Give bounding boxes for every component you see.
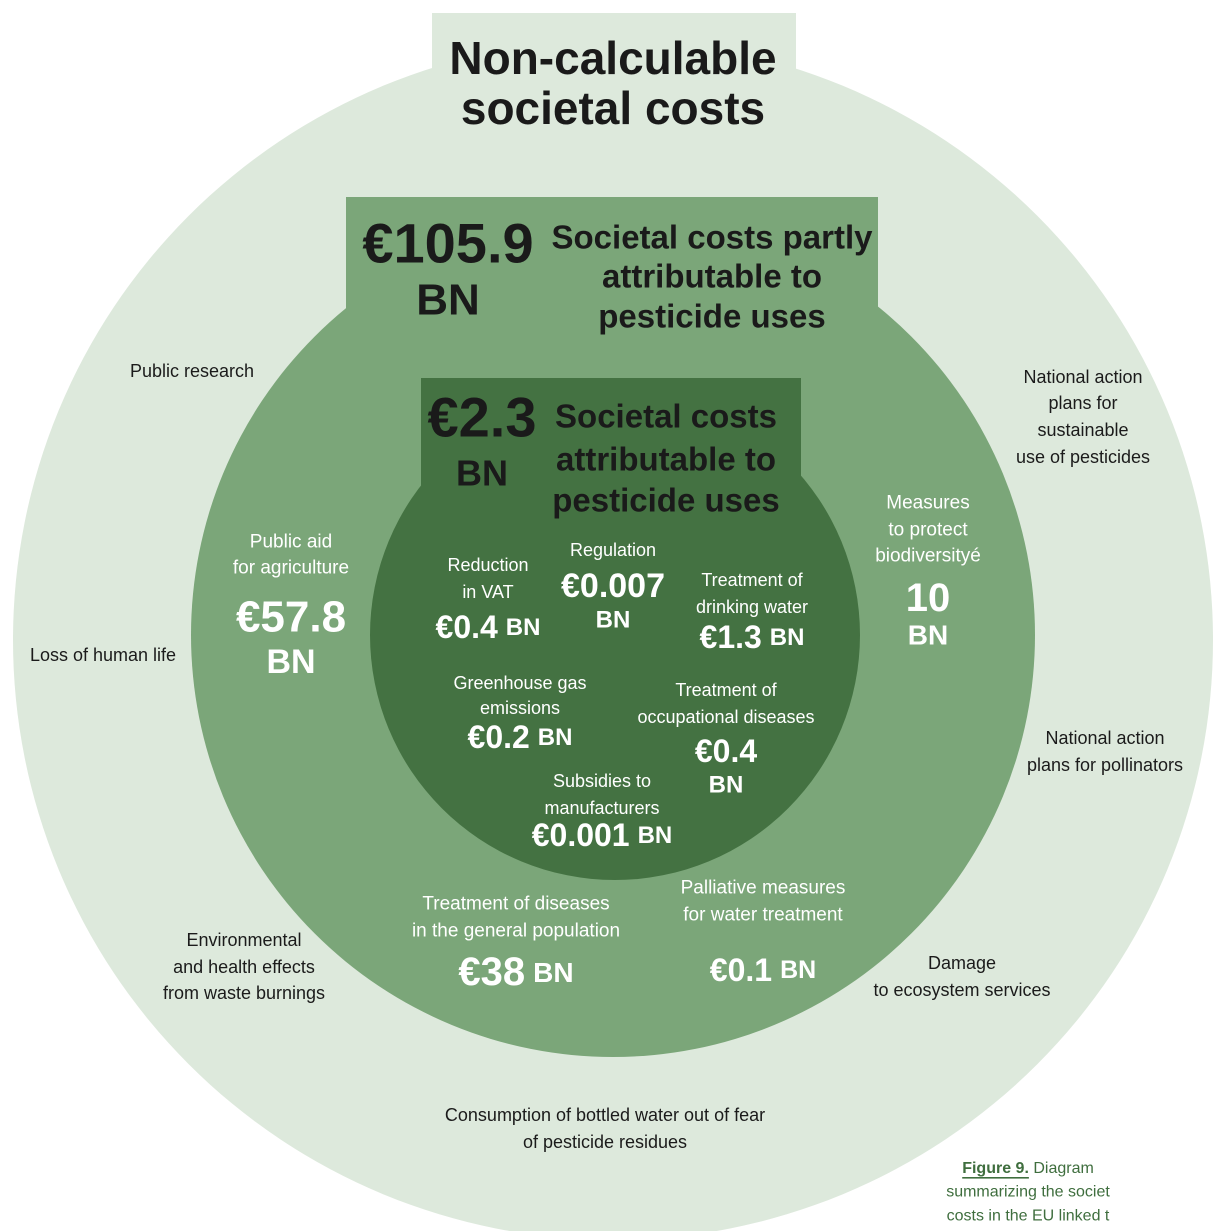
item-label: drinking water	[696, 597, 808, 617]
amount: €2.3	[428, 386, 537, 449]
item-label: and health effects	[173, 957, 315, 977]
item-label: occupational diseases	[637, 707, 814, 727]
amount: €1.3	[700, 619, 762, 655]
item-label: Consumption of bottled water out of fear	[445, 1105, 765, 1125]
title-tab	[432, 13, 796, 153]
item-label: Measures	[886, 493, 969, 514]
middle-tab	[346, 197, 878, 317]
item-label: plans for pollinators	[1027, 755, 1183, 775]
header-label: Societal costs partly	[552, 219, 874, 256]
unit: BN	[266, 643, 315, 681]
unit: BN	[538, 724, 573, 751]
item-label: for agriculture	[233, 558, 349, 579]
value: €0.1 BN	[710, 952, 816, 988]
amount: 10	[906, 576, 951, 620]
amount: €38	[458, 950, 525, 994]
item-label: plans for	[1048, 393, 1117, 413]
header-label: attributable to	[602, 258, 822, 295]
amount: €0.2	[468, 719, 530, 755]
item-label: Public aid	[250, 532, 332, 553]
unit: BN	[456, 453, 508, 494]
header-label: Societal costs	[555, 398, 777, 435]
unit: BN	[709, 772, 744, 799]
header-label: pesticide uses	[598, 298, 825, 335]
unit: BN	[780, 956, 816, 984]
caption: Figure 9. Diagram	[962, 1160, 1094, 1177]
unit: BN	[770, 624, 805, 651]
item-label: Subsidies to	[553, 771, 651, 791]
title: societal costs	[461, 82, 765, 134]
amount: €0.001	[532, 817, 630, 853]
item-label: Palliative measures	[681, 878, 846, 899]
item-label: Loss of human life	[30, 645, 176, 665]
item-label: Environmental	[186, 930, 301, 950]
value: €0.001 BN	[532, 817, 673, 853]
item-label: from waste burnings	[163, 983, 325, 1003]
item-label: Damage	[928, 953, 996, 973]
item-label: Treatment of	[675, 680, 777, 700]
item-label: to protect	[888, 520, 968, 541]
amount: €0.4	[695, 733, 757, 769]
item-label: in the general population	[412, 921, 620, 942]
unit: BN	[416, 276, 480, 325]
item-label: biodiversityé	[875, 546, 981, 567]
item-label: of pesticide residues	[523, 1132, 687, 1152]
unit: BN	[596, 607, 631, 634]
amount: €57.8	[236, 593, 346, 642]
inner-tab	[421, 378, 801, 518]
unit: BN	[533, 957, 573, 988]
item-label: Regulation	[570, 540, 656, 560]
item-label: for water treatment	[683, 905, 843, 926]
value: €38 BN	[458, 950, 573, 994]
item-label: Treatment of	[701, 570, 803, 590]
value: €0.4 BN	[436, 609, 541, 645]
item-label: National action	[1023, 367, 1142, 387]
unit: BN	[638, 822, 673, 849]
amount: €0.1	[710, 952, 772, 988]
item-label: to ecosystem services	[873, 980, 1050, 1000]
header-label: attributable to	[556, 441, 776, 478]
item-label: Public research	[130, 361, 254, 381]
title: Non-calculable	[449, 32, 776, 84]
item-label: Treatment of diseases	[422, 894, 609, 915]
item-label: Greenhouse gas	[453, 673, 586, 693]
item-label: Reduction	[447, 555, 528, 575]
caption-line: Diagram	[1029, 1160, 1094, 1177]
unit: BN	[908, 620, 948, 651]
amount: €0.4	[436, 609, 498, 645]
caption: costs in the EU linked t	[947, 1208, 1110, 1225]
value: €0.2 BN	[468, 719, 573, 755]
item-label: manufacturers	[544, 798, 659, 818]
item-label: sustainable	[1037, 420, 1128, 440]
unit: BN	[506, 614, 541, 641]
amount: €0.007	[561, 567, 665, 605]
item-label: National action	[1045, 728, 1164, 748]
item-label: emissions	[480, 698, 560, 718]
figure-number: Figure 9.	[962, 1160, 1029, 1177]
value: €1.3 BN	[700, 619, 805, 655]
header-label: pesticide uses	[552, 482, 779, 519]
item-label: in VAT	[462, 582, 513, 602]
item-label: use of pesticides	[1016, 447, 1150, 467]
caption: summarizing the societ	[946, 1184, 1110, 1201]
amount: €105.9	[362, 212, 533, 275]
